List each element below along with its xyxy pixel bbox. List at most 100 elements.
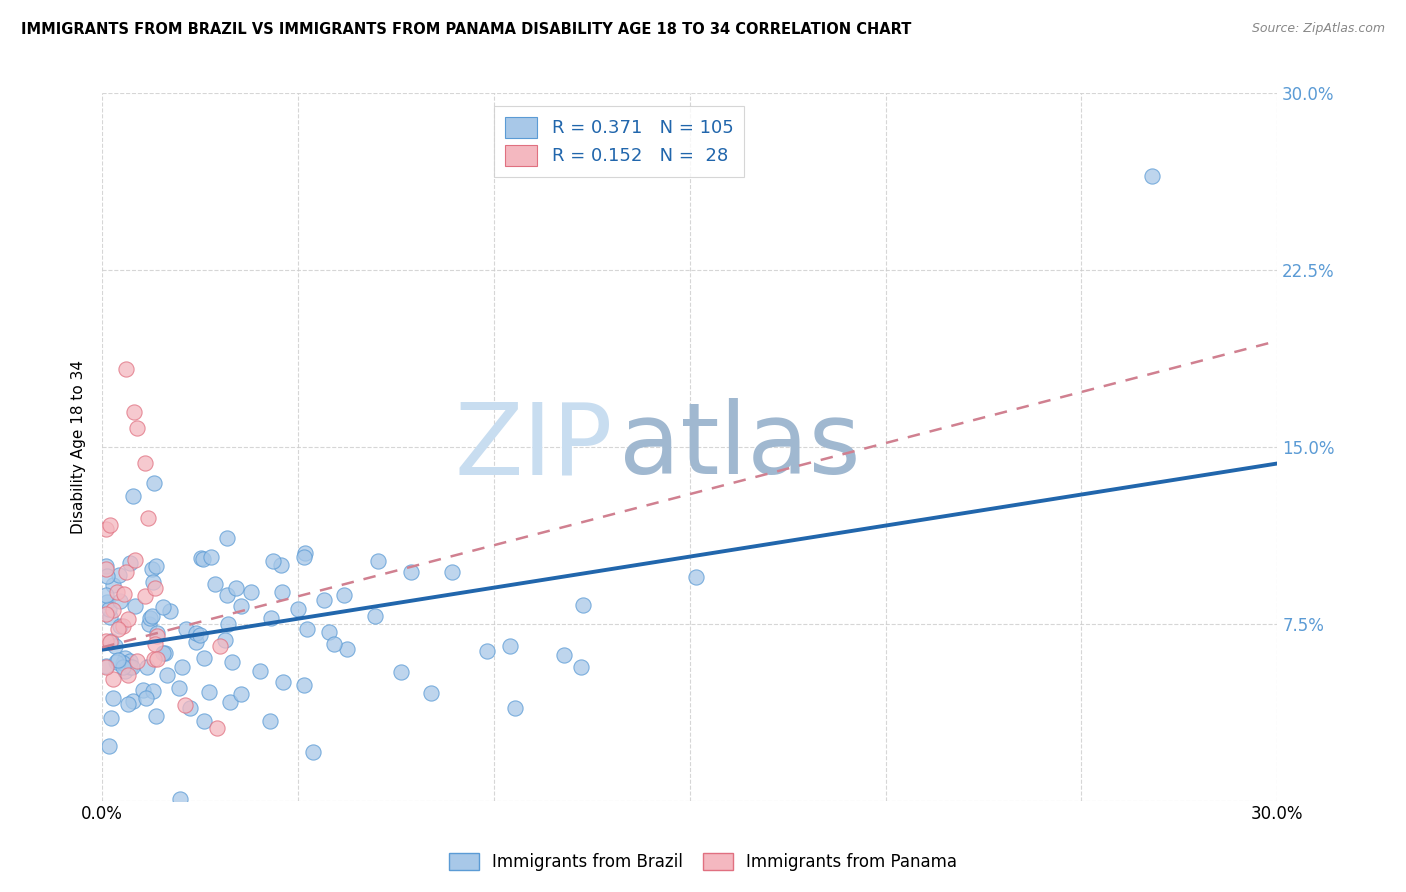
Point xyxy=(134,590,156,604)
Point xyxy=(146,652,169,666)
Point xyxy=(142,684,165,698)
Point xyxy=(138,616,160,631)
Point xyxy=(302,746,325,760)
Point xyxy=(94,562,117,576)
Point xyxy=(153,646,176,660)
Point xyxy=(138,610,160,624)
Point xyxy=(420,686,443,700)
Point xyxy=(249,664,271,678)
Point xyxy=(122,404,145,418)
Point xyxy=(101,578,124,592)
Point xyxy=(135,691,157,706)
Point xyxy=(174,698,197,712)
Point xyxy=(100,711,122,725)
Point xyxy=(155,667,177,681)
Point xyxy=(145,709,167,723)
Point xyxy=(217,616,239,631)
Point xyxy=(569,660,592,674)
Point xyxy=(141,562,163,576)
Point xyxy=(389,665,412,679)
Point xyxy=(117,697,139,711)
Point xyxy=(127,654,149,668)
Point xyxy=(314,592,336,607)
Point xyxy=(121,660,143,674)
Point xyxy=(364,608,387,623)
Point xyxy=(143,637,166,651)
Point xyxy=(94,660,117,674)
Point xyxy=(295,622,318,636)
Point xyxy=(96,569,118,583)
Point xyxy=(333,588,356,602)
Point xyxy=(94,588,117,602)
Point xyxy=(101,690,124,705)
Point xyxy=(134,457,156,471)
Point xyxy=(322,637,344,651)
Point xyxy=(105,655,128,669)
Y-axis label: Disability Age 18 to 34: Disability Age 18 to 34 xyxy=(72,360,86,534)
Point xyxy=(96,595,118,609)
Point xyxy=(152,646,174,660)
Point xyxy=(103,603,125,617)
Point xyxy=(104,639,127,653)
Point xyxy=(205,721,228,735)
Point xyxy=(117,668,139,682)
Point xyxy=(174,622,197,636)
Point xyxy=(100,633,122,648)
Point xyxy=(1140,169,1163,183)
Point xyxy=(200,550,222,565)
Point xyxy=(107,653,129,667)
Point xyxy=(399,566,422,580)
Point xyxy=(499,639,522,653)
Point xyxy=(259,714,281,728)
Point xyxy=(94,522,117,536)
Point xyxy=(101,672,124,686)
Point xyxy=(571,598,593,612)
Point xyxy=(121,489,143,503)
Point xyxy=(94,559,117,574)
Point xyxy=(142,652,165,666)
Point xyxy=(336,642,359,657)
Point xyxy=(118,654,141,668)
Point xyxy=(114,362,136,376)
Point xyxy=(142,575,165,590)
Point xyxy=(221,655,243,669)
Point xyxy=(167,681,190,695)
Point xyxy=(114,664,136,678)
Point xyxy=(97,739,120,753)
Point xyxy=(292,678,315,692)
Point xyxy=(229,599,252,614)
Point xyxy=(97,601,120,615)
Point xyxy=(108,619,131,633)
Point xyxy=(262,554,284,568)
Point xyxy=(204,577,226,591)
Point xyxy=(114,565,136,579)
Point xyxy=(191,552,214,566)
Point xyxy=(117,612,139,626)
Point xyxy=(112,587,135,601)
Point xyxy=(475,643,498,657)
Point xyxy=(271,674,294,689)
Point xyxy=(145,558,167,573)
Point xyxy=(152,599,174,614)
Point xyxy=(112,660,135,674)
Point xyxy=(170,660,193,674)
Point xyxy=(146,629,169,643)
Point xyxy=(503,701,526,715)
Point xyxy=(146,626,169,640)
Point xyxy=(225,582,247,596)
Point xyxy=(440,566,463,580)
Point xyxy=(294,546,316,560)
Point xyxy=(143,581,166,595)
Point xyxy=(240,584,263,599)
Point xyxy=(685,569,707,583)
Point xyxy=(124,599,146,613)
Point xyxy=(553,648,575,663)
Legend: R = 0.371   N = 105, R = 0.152   N =  28: R = 0.371 N = 105, R = 0.152 N = 28 xyxy=(494,106,744,177)
Point xyxy=(107,623,129,637)
Text: atlas: atlas xyxy=(619,399,860,495)
Point xyxy=(124,553,146,567)
Point xyxy=(231,687,253,701)
Point xyxy=(198,685,221,699)
Legend: Immigrants from Brazil, Immigrants from Panama: Immigrants from Brazil, Immigrants from … xyxy=(440,845,966,880)
Point xyxy=(94,659,117,673)
